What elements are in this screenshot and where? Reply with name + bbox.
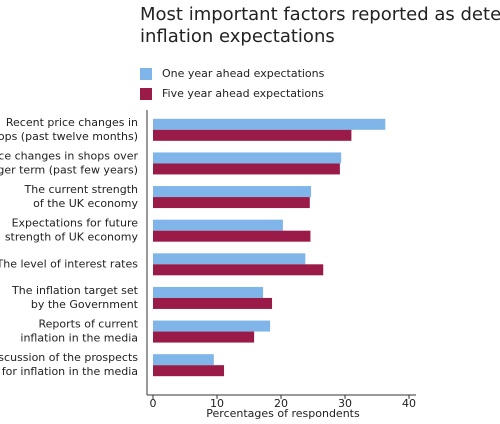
y-tick-label: inflation in the media — [20, 332, 138, 345]
bar — [153, 152, 342, 164]
x-axis-label: Percentages of respondents — [206, 407, 360, 420]
legend-swatch — [140, 88, 152, 100]
x-tick-label: 40 — [402, 397, 416, 410]
bar — [153, 163, 340, 175]
chart-title: Most important factors reported as deter… — [140, 4, 500, 25]
bar — [153, 230, 311, 242]
y-tick-label: of the UK economy — [33, 197, 138, 210]
y-tick-label: by the Government — [31, 298, 139, 311]
legend-swatch — [140, 68, 152, 80]
bar — [153, 331, 255, 343]
y-tick-label: longer term (past few years) — [0, 163, 138, 176]
y-tick-label: The current strength — [24, 183, 138, 196]
bar — [153, 297, 273, 309]
bar — [153, 186, 312, 198]
chart-title: inflation expectations — [140, 26, 335, 47]
bar — [153, 197, 310, 209]
legend-label: One year ahead expectations — [162, 67, 325, 80]
y-tick-label: Price changes in shops over — [0, 149, 138, 162]
y-tick-label: Expectations for future — [12, 217, 139, 230]
bar — [153, 219, 283, 231]
y-tick-label: for inflation in the media — [2, 365, 138, 378]
y-tick-label: Reports of current — [39, 318, 139, 331]
bar — [153, 320, 271, 332]
y-tick-label: Discussion of the prospects — [0, 351, 138, 364]
x-tick-label: 20 — [274, 397, 288, 410]
bar — [153, 286, 264, 298]
x-tick-label: 0 — [150, 397, 157, 410]
y-tick-label: The level of interest rates — [0, 257, 138, 270]
y-tick-label: strength of UK economy — [5, 231, 139, 244]
y-tick-label: The inflation target set — [11, 284, 139, 297]
bar — [153, 354, 214, 366]
bar — [153, 365, 225, 377]
bar — [153, 129, 352, 141]
y-tick-label: shops (past twelve months) — [0, 130, 138, 143]
bar — [153, 118, 386, 130]
x-tick-label: 10 — [210, 397, 224, 410]
bar — [153, 253, 306, 265]
x-tick-label: 30 — [338, 397, 352, 410]
bar — [153, 264, 324, 276]
legend-label: Five year ahead expectations — [162, 87, 324, 100]
y-tick-label: Recent price changes in — [6, 116, 138, 129]
